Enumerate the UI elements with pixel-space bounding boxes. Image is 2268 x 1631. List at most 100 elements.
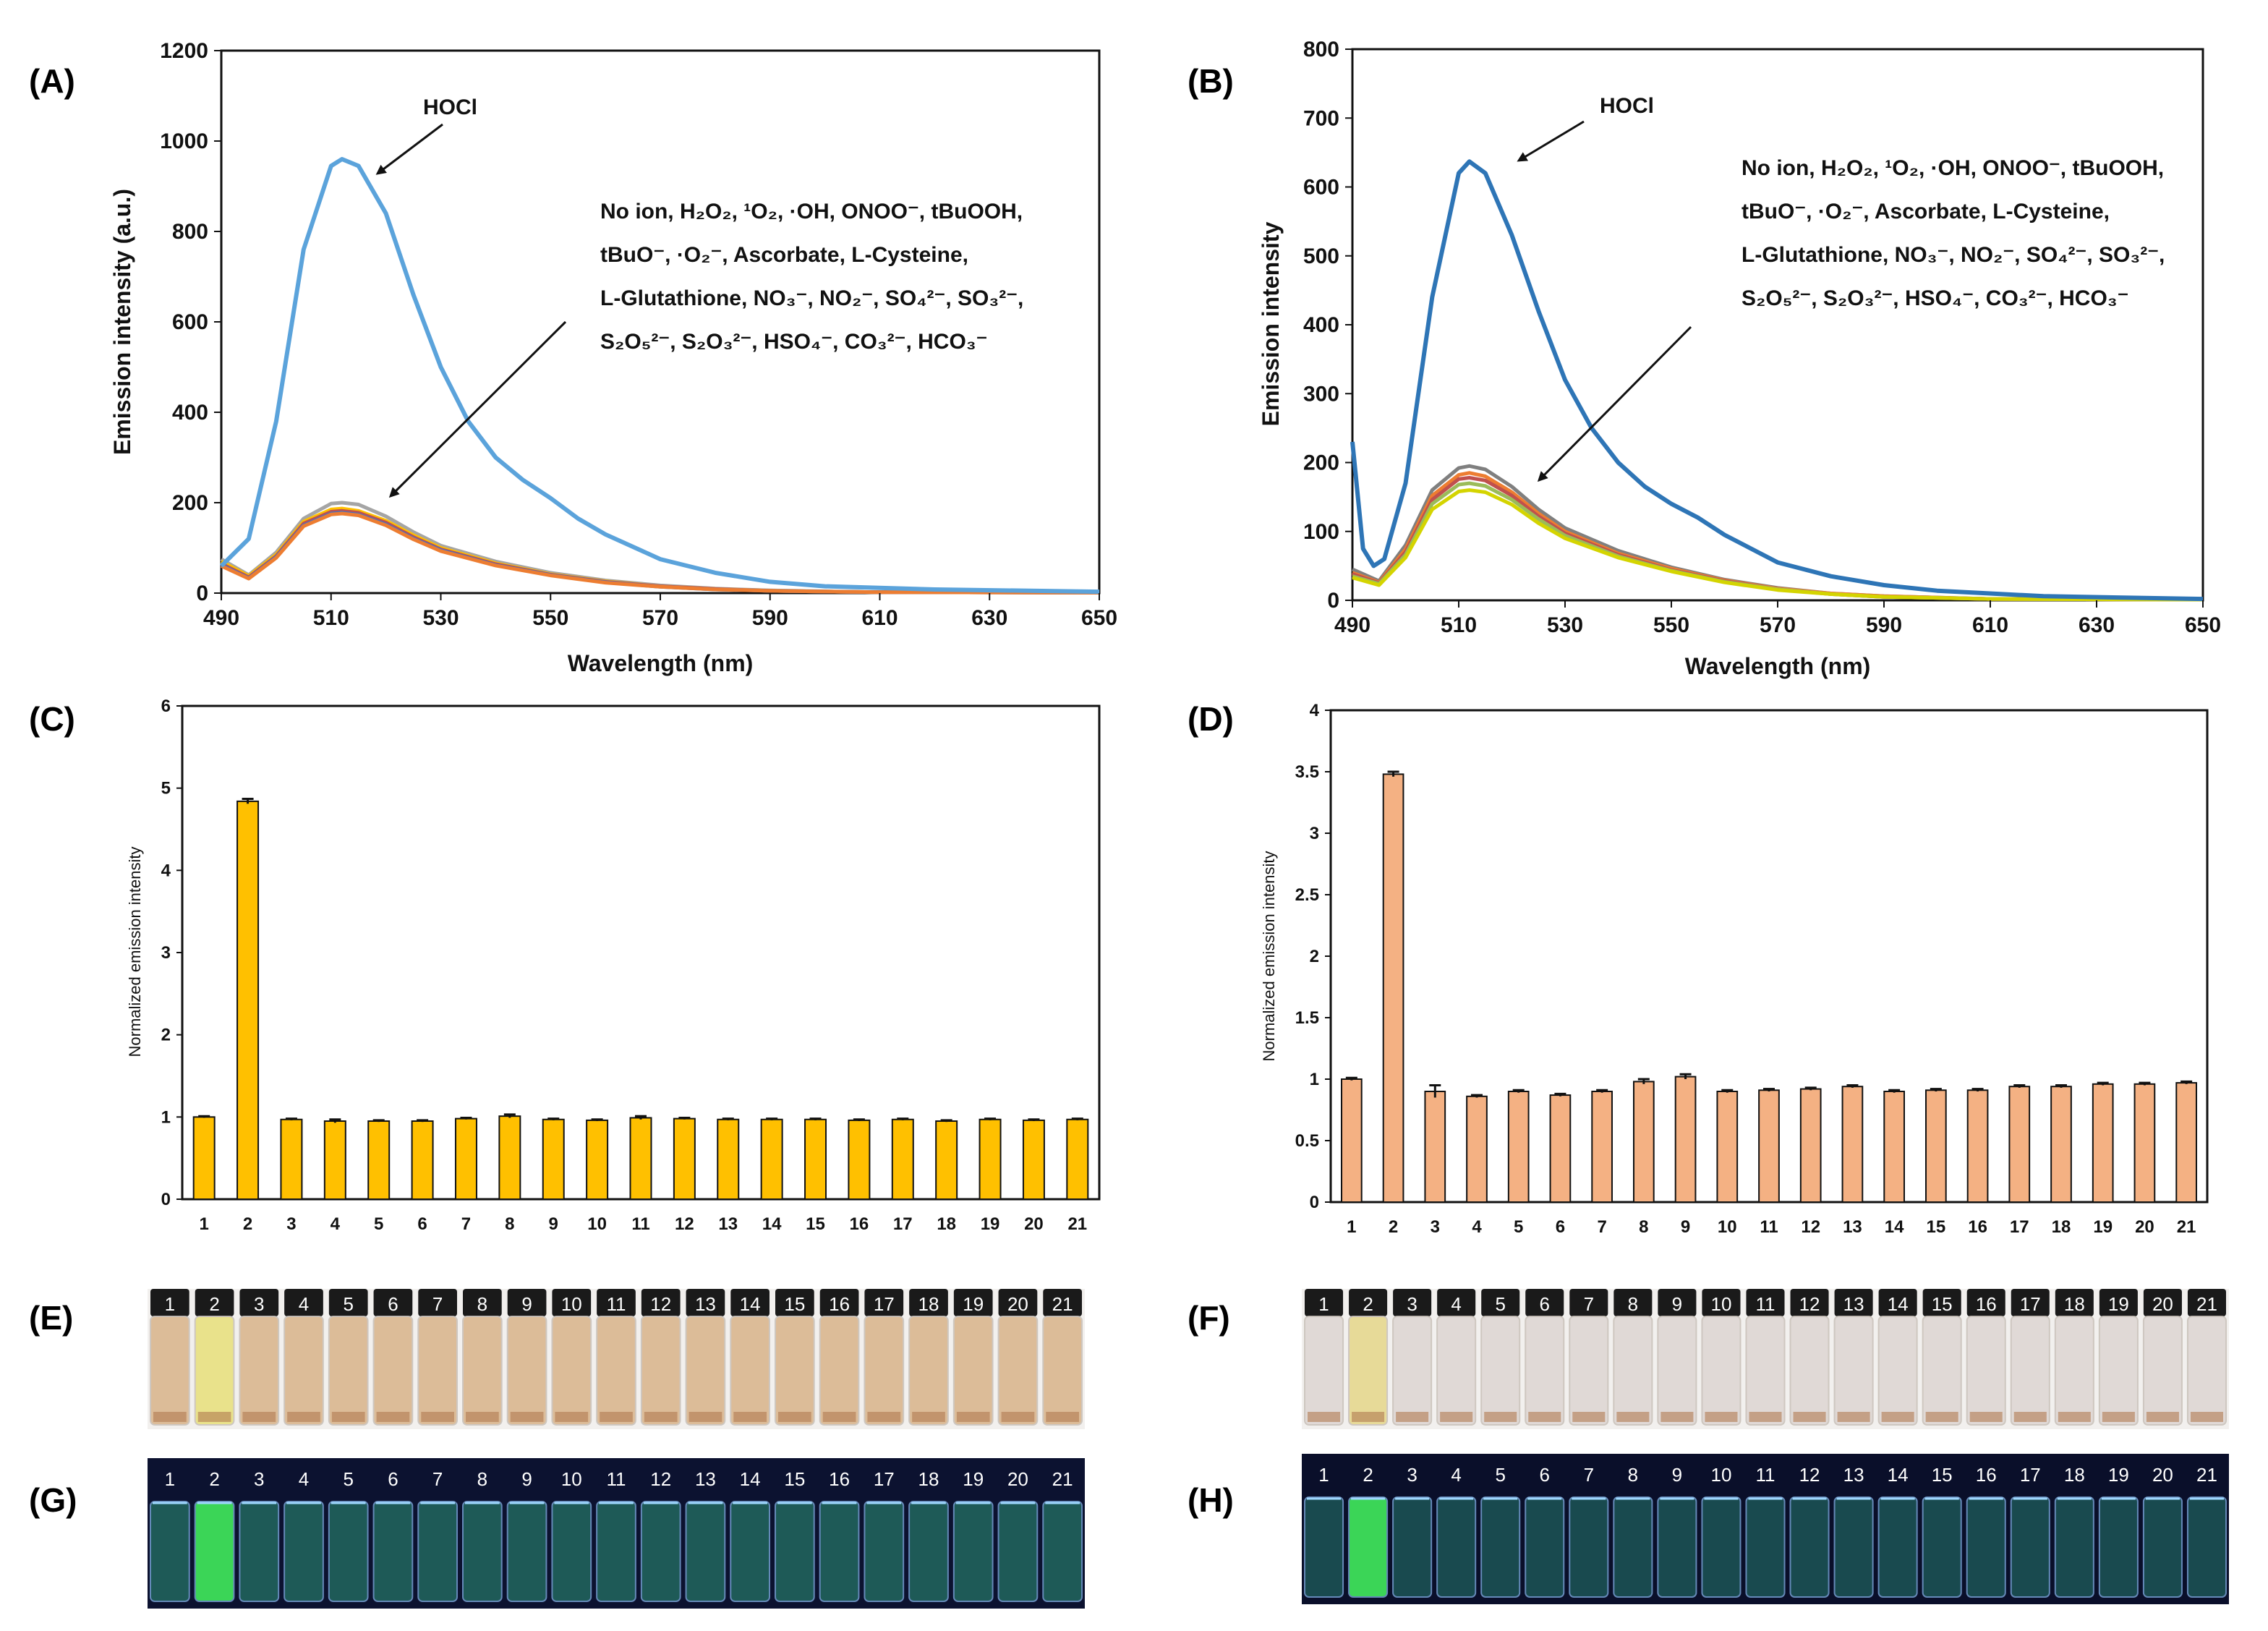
photo-e-vial-cap (998, 1289, 1038, 1316)
photo-e-vial-body (284, 1316, 324, 1426)
chart-c-category-label: 5 (374, 1214, 383, 1234)
chart-d-category-label: 17 (2010, 1217, 2029, 1237)
chart-c-bar (192, 1116, 216, 1201)
photo-e-vial-number: 9 (521, 1293, 532, 1315)
photo-f-vial-body (1922, 1316, 1962, 1426)
photo-f-vial-body (1613, 1316, 1653, 1426)
panel-label-e: (E) (29, 1299, 73, 1337)
photo-f-vial-cap (2099, 1289, 2138, 1316)
photo-e-vial-cap (953, 1289, 993, 1316)
panel-label-b: (B) (1188, 62, 1234, 100)
chart-c-category-label: 6 (417, 1214, 427, 1234)
photo-e-vial-body (908, 1316, 949, 1426)
chart-c-bar (760, 1118, 783, 1200)
chart-b-xtick-label: 490 (1334, 613, 1370, 637)
photo-e-vial-number: 7 (432, 1293, 443, 1315)
photo-f-vial-cap (2187, 1289, 2226, 1316)
chart-c-bar (454, 1117, 477, 1201)
photo-f-vial-base (1705, 1412, 1738, 1422)
chart-c-category-label: 17 (893, 1214, 913, 1234)
chart-d-category-label: 6 (1556, 1217, 1565, 1237)
chart-c-category-label: 2 (243, 1214, 252, 1234)
photo-f-vial-cap (2055, 1289, 2094, 1316)
chart-c-bar (367, 1120, 391, 1201)
photo-e-vial-number: 15 (784, 1293, 805, 1315)
chart-c-category-label: 14 (762, 1214, 782, 1234)
photo-g-vial-body (506, 1501, 547, 1602)
chart-b: 490 510 530 550 570 590 610 630 650 0 100 200 300 400… (1258, 38, 2221, 679)
photo-g-vial-body (551, 1501, 592, 1602)
photo-f-vial-base (1484, 1412, 1517, 1422)
photo-h-vial-number: 7 (1584, 1464, 1594, 1486)
chart-d-bar (1424, 1091, 1446, 1203)
chart-c-category-label: 7 (461, 1214, 471, 1234)
photo-f-vial-number: 15 (1932, 1293, 1953, 1315)
photo-e-vial-base (466, 1412, 499, 1422)
photo-f-vial-cap (1966, 1289, 2005, 1316)
photo-f-vial-body (1436, 1316, 1477, 1426)
chart-d-category-label: 9 (1681, 1217, 1690, 1237)
chart-b-ytick-label: 100 (1303, 520, 1339, 544)
photo-f-daylight: 1 2 3 4 5 6 7 8 9 10 11 12 13 14 15 16 17 18 19 20 21 (1302, 1289, 2229, 1429)
photo-f-vial-number: 11 (1756, 1293, 1775, 1315)
photo-h-vial-body (1833, 1496, 1874, 1598)
photo-h-vial-body (1657, 1496, 1697, 1598)
photo-g-vial-number: 19 (963, 1468, 984, 1490)
chart-d-ylabel: Normalized emission intensity (1260, 851, 1278, 1062)
photo-e-vial-number: 19 (963, 1293, 984, 1315)
photo-e-vial-base (644, 1412, 678, 1422)
photo-f-vial-base (1352, 1412, 1385, 1422)
photo-g-vial-number: 9 (521, 1468, 532, 1490)
chart-c-bar (717, 1118, 740, 1200)
chart-d-bar (1591, 1091, 1613, 1203)
photo-e-vial-cap (864, 1289, 904, 1316)
photo-f-vial-number: 4 (1451, 1293, 1461, 1315)
chart-b-ytick-label: 200 (1303, 451, 1339, 475)
photo-e-vial-body (997, 1316, 1039, 1426)
chart-c-bar (935, 1120, 958, 1201)
photo-f-vial-cap (1569, 1289, 1608, 1316)
photo-f-vial-cap (1481, 1289, 1520, 1316)
photo-f-vial-body (1966, 1316, 2006, 1426)
photo-f-vial-base (2146, 1412, 2179, 1422)
photo-f-vial-number: 20 (2152, 1293, 2173, 1315)
chart-d-ytick-label: 2.5 (1295, 885, 1319, 905)
chart-c-category-label: 12 (675, 1214, 694, 1234)
photo-g-vial-body (1042, 1501, 1083, 1602)
photo-f-vial-base (1440, 1412, 1473, 1422)
chart-c-ytick-label: 6 (161, 697, 171, 716)
chart-b-xtick-label: 550 (1653, 613, 1689, 637)
chart-b-hocl-label: HOCl (1600, 94, 1654, 118)
photo-e-vial-cap (641, 1289, 681, 1316)
chart-b-line-others-4 (1352, 481, 2204, 602)
chart-d-category-label: 5 (1514, 1217, 1523, 1237)
photo-g-vial-body (150, 1501, 190, 1602)
chart-a-ytick-label: 1200 (160, 39, 208, 63)
chart-c-category-label: 16 (850, 1214, 869, 1234)
chart-c-category-label: 18 (937, 1214, 956, 1234)
chart-d-category-label: 20 (2135, 1217, 2154, 1237)
photo-g-vial-number: 6 (388, 1468, 398, 1490)
photo-f-vial-cap (1437, 1289, 1476, 1316)
chart-d-category-label: 7 (1597, 1217, 1606, 1237)
chart-c-bar (1022, 1119, 1045, 1201)
photo-f-vial-body (2010, 1316, 2050, 1426)
chart-b-others-line-2: tBuO⁻, ·O₂⁻, Ascorbate, L-Cysteine, (1742, 200, 2110, 223)
photo-e-vial-number: 12 (650, 1293, 671, 1315)
chart-d-bar (2175, 1082, 2197, 1203)
chart-c-category-label: 11 (631, 1214, 649, 1234)
photo-f-vial-cap (1702, 1289, 1741, 1316)
photo-h-vial-body (1392, 1496, 1433, 1598)
chart-b-others-line-4: S₂O₅²⁻, S₂O₃²⁻, HSO₄⁻, CO₃²⁻, HCO₃⁻ (1742, 286, 2129, 310)
chart-d-ticks: 1 2 3 4 5 6 7 8 9 10 11 12 13 14 15 16 17 18 19 20 2100.511.… (1295, 701, 2196, 1237)
photo-h-vial-number: 18 (2064, 1464, 2085, 1486)
photo-e-vial-body (506, 1316, 547, 1426)
photo-g-vial-number: 8 (477, 1468, 487, 1490)
chart-d-bar (1883, 1091, 1905, 1203)
photo-e-vial-base (956, 1412, 990, 1422)
chart-d-bar (2133, 1083, 2156, 1204)
photo-g-vial-body (596, 1501, 636, 1602)
chart-c-ytick-label: 4 (161, 861, 171, 880)
photo-h-vial-body (1789, 1496, 1830, 1598)
chart-b-ytick-label: 400 (1303, 313, 1339, 337)
